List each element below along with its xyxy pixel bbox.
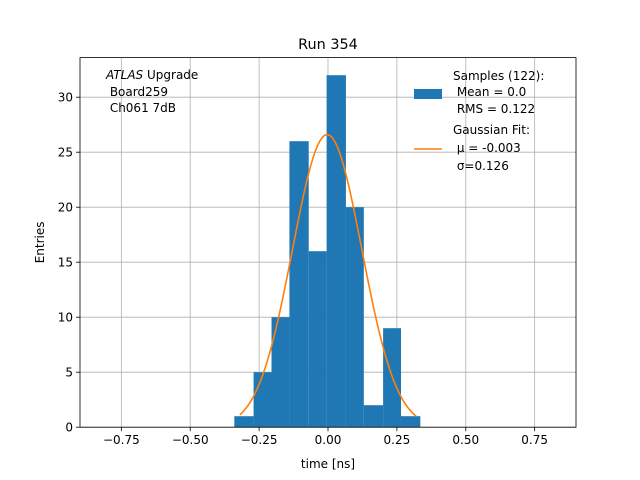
x-tick-label-2: −0.25: [241, 433, 278, 447]
histogram-bar-0: [234, 416, 254, 428]
x-axis-label: time [ns]: [301, 457, 355, 471]
y-axis-ticks: 0 5 10 15 20 25 30: [58, 91, 80, 435]
legend-histogram-line-2: Mean = 0.0: [453, 85, 526, 99]
legend-fit-line-2: μ = -0.003: [453, 141, 521, 155]
y-tick-label-6: 30: [58, 91, 73, 105]
legend: Samples (122): Mean = 0.0 RMS = 0.122 Ga…: [414, 69, 544, 173]
annotation-box: ATLAS Upgrade Board259 Ch061 7dB: [105, 68, 198, 115]
annotation-upgrade: Upgrade: [143, 68, 198, 82]
histogram-bar-6: [345, 207, 364, 428]
histogram-bar-3: [289, 141, 309, 428]
histogram-bar-7: [363, 405, 384, 428]
y-axis-label: Entries: [33, 222, 47, 264]
y-tick-label-0: 0: [65, 421, 73, 435]
y-tick-label-1: 5: [65, 366, 73, 380]
y-tick-label-5: 25: [58, 146, 73, 160]
legend-histogram-swatch: [414, 89, 442, 99]
annotation-line-2: Board259: [106, 85, 168, 99]
annotation-line-1: ATLAS Upgrade: [105, 68, 198, 82]
histogram-bar-9: [401, 416, 421, 428]
histogram-bars: [234, 75, 421, 428]
x-tick-label-0: −0.75: [103, 433, 140, 447]
x-tick-label-4: 0.25: [384, 433, 411, 447]
x-tick-label-1: −0.50: [172, 433, 209, 447]
x-tick-label-3: 0.00: [315, 433, 342, 447]
legend-histogram-line-1: Samples (122):: [453, 69, 544, 83]
y-tick-label-4: 20: [58, 201, 73, 215]
y-tick-label-3: 15: [58, 256, 73, 270]
chart-title: Run 354: [298, 37, 358, 53]
histogram-bar-1: [253, 372, 272, 428]
legend-histogram-line-3: RMS = 0.122: [453, 102, 535, 116]
annotation-atlas: ATLAS: [105, 68, 144, 82]
legend-fit-line-3: σ=0.126: [453, 159, 509, 173]
gaussian-fit-curve: [239, 133, 417, 417]
histogram-bar-2: [271, 317, 290, 428]
histogram-bar-4: [308, 251, 327, 428]
x-axis-ticks: −0.75 −0.50 −0.25 0.00 0.25 0.50 0.75: [103, 427, 548, 447]
y-tick-label-2: 10: [58, 311, 73, 325]
x-tick-label-6: 0.75: [521, 433, 548, 447]
legend-fit-line-1: Gaussian Fit:: [453, 123, 530, 137]
annotation-line-3: Ch061 7dB: [106, 101, 176, 115]
histogram-bar-5: [326, 75, 346, 428]
x-tick-label-5: 0.50: [452, 433, 479, 447]
